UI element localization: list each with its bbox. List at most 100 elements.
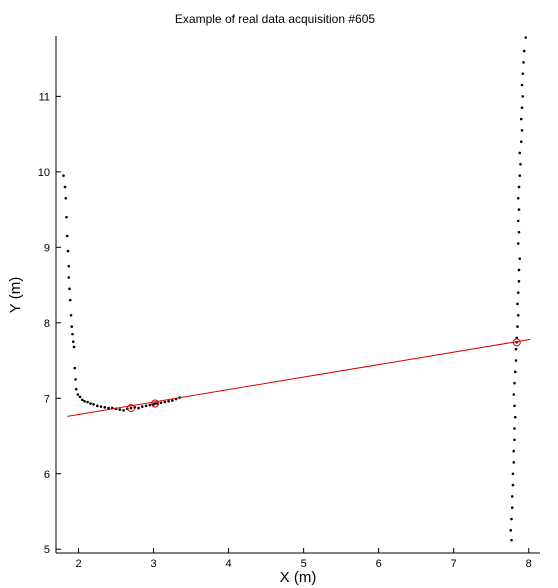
x-ticks: 2 3 4 5 6 7 8 [75,548,532,570]
data-point [520,106,524,110]
data-point [64,196,68,200]
data-point [65,215,68,219]
data-point [73,366,77,370]
data-point [137,406,140,410]
data-point [72,345,76,349]
y-tick-label: 11 [39,91,50,103]
data-point [513,427,516,430]
data-point [99,405,103,408]
chart-title: Example of real data acquisition #605 [175,12,375,26]
data-point [512,461,516,464]
fit-line [67,338,531,417]
data-point [144,404,148,408]
data-point [516,302,519,306]
data-point [62,174,65,177]
data-point [514,359,518,362]
data-point [513,381,516,385]
y-axis-title: Y (m) [7,277,24,313]
y-tick-label: 5 [44,544,50,556]
highlight-marker-center [129,406,133,410]
data-point [519,140,523,143]
data-point [509,529,513,532]
data-point [516,242,520,245]
data-point [518,257,522,260]
data-point [518,151,522,155]
data-point [516,325,519,328]
data-point [518,174,522,177]
data-point [74,387,78,391]
x-tick-label: 3 [150,558,156,570]
data-point [516,219,520,223]
data-point [511,483,515,487]
fit-line-layer [67,338,531,417]
data-point [140,405,144,408]
highlight-marker [151,399,160,408]
data-point [524,36,528,39]
highlight-marker [127,404,136,413]
data-point [510,517,513,521]
data-point [512,393,516,396]
highlight-marker-center [153,402,157,405]
data-point [95,404,99,408]
data-point [517,208,521,211]
data-point [118,408,122,411]
data-point [517,279,521,283]
data-point [67,264,71,268]
y-tick-label: 6 [44,469,50,481]
data-point [516,196,520,200]
highlight-marker-center [515,341,518,344]
data-point [76,393,80,396]
data-point [514,347,518,351]
data-point [512,449,516,453]
data-point [511,472,515,476]
data-point [66,249,70,253]
data-point [80,398,84,402]
data-point [78,395,82,399]
x-tick-label: 4 [226,558,232,570]
data-point [516,313,520,317]
data-point [92,403,95,406]
data-point [67,276,71,279]
data-point [510,538,513,542]
data-point [513,370,517,374]
data-point [65,234,69,238]
data-point [86,400,89,404]
data-point [516,291,520,294]
x-tick-label: 2 [75,558,81,570]
x-axis-title: X (m) [280,569,317,586]
x-tick-label: 5 [301,558,307,570]
data-point [163,400,167,404]
data-point [159,401,163,405]
data-point [513,404,516,408]
data-point [513,438,516,442]
y-tick-label: 8 [44,318,50,330]
data-point [521,95,525,98]
data-point [148,403,152,407]
data-point [510,506,514,510]
data-point [517,185,521,189]
data-point [517,268,521,272]
data-point [68,287,71,291]
x-tick-label: 6 [376,558,382,570]
data-point [519,117,523,121]
data-point [71,332,74,336]
data-point [519,163,522,166]
y-tick-label: 10 [38,167,50,179]
data-point [520,83,524,87]
data-point [513,415,517,419]
data-point [70,325,74,328]
y-tick-label: 7 [44,393,50,405]
highlight-marker [512,338,521,347]
data-point [63,185,67,189]
data-point [520,129,524,132]
data-point [68,298,72,302]
x-tick-label: 7 [451,558,457,570]
data-point [74,378,77,381]
y-ticks: 5 6 7 8 9 10 11 [38,91,61,556]
data-point [89,402,92,405]
data-point [517,230,521,234]
x-tick-label: 8 [526,558,532,570]
data-point [107,406,110,410]
data-point [522,49,526,53]
